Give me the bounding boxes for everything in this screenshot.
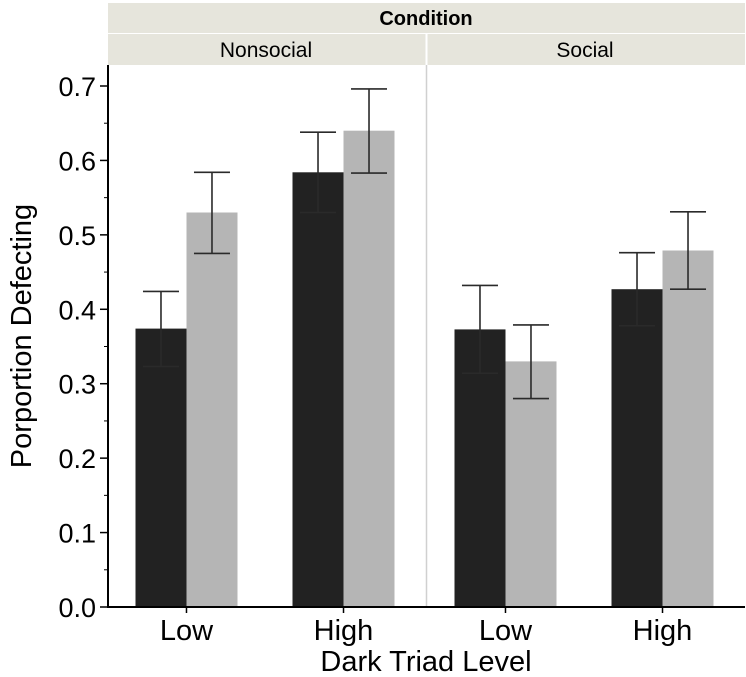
bar-social-high-dark: [611, 289, 663, 607]
x-tick-label-social-high: High: [633, 615, 693, 647]
panel-label-nonsocial: Nonsocial: [220, 39, 312, 62]
error-bars: [142, 88, 707, 400]
x-ticks: Low High Low High: [160, 607, 692, 647]
y-axis-title: Porportion Defecting: [6, 204, 38, 468]
x-tick-label-nonsocial-low: Low: [160, 615, 214, 647]
y-tick-label: 0.3: [58, 370, 96, 400]
bar-nonsocial-high-light: [343, 130, 395, 607]
y-tick-label: 0.0: [58, 593, 96, 623]
bar-social-low-dark: [454, 329, 506, 607]
y-tick-label: 0.4: [58, 295, 96, 325]
bar-nonsocial-low-light: [186, 212, 238, 607]
bar-social-low-light: [505, 361, 557, 607]
x-axis-title: Dark Triad Level: [320, 646, 531, 677]
y-tick-label: 0.2: [58, 444, 96, 474]
y-tick-label: 0.5: [58, 221, 96, 251]
strip-title-background: [108, 3, 745, 33]
bar-nonsocial-high-dark: [292, 172, 344, 608]
strip-title: Condition: [379, 8, 472, 30]
x-tick-label-social-low: Low: [479, 615, 533, 647]
bar-nonsocial-low-dark: [135, 328, 187, 607]
plot-area: 0.0 0.1 0.2 0.3 0.4 0.5 0.6 0.7 Low High Low High: [58, 65, 745, 647]
x-tick-label-nonsocial-high: High: [314, 615, 374, 647]
y-ticks: 0.0 0.1 0.2 0.3 0.4 0.5 0.6 0.7: [58, 72, 108, 623]
bar-social-high-light: [662, 250, 714, 607]
y-tick-label: 0.7: [58, 72, 96, 102]
panel-label-social: Social: [556, 39, 613, 62]
bars: [135, 130, 714, 608]
y-tick-label: 0.1: [58, 519, 96, 549]
y-tick-label: 0.6: [58, 146, 96, 176]
facet-strip: Condition Nonsocial Social: [108, 3, 745, 65]
